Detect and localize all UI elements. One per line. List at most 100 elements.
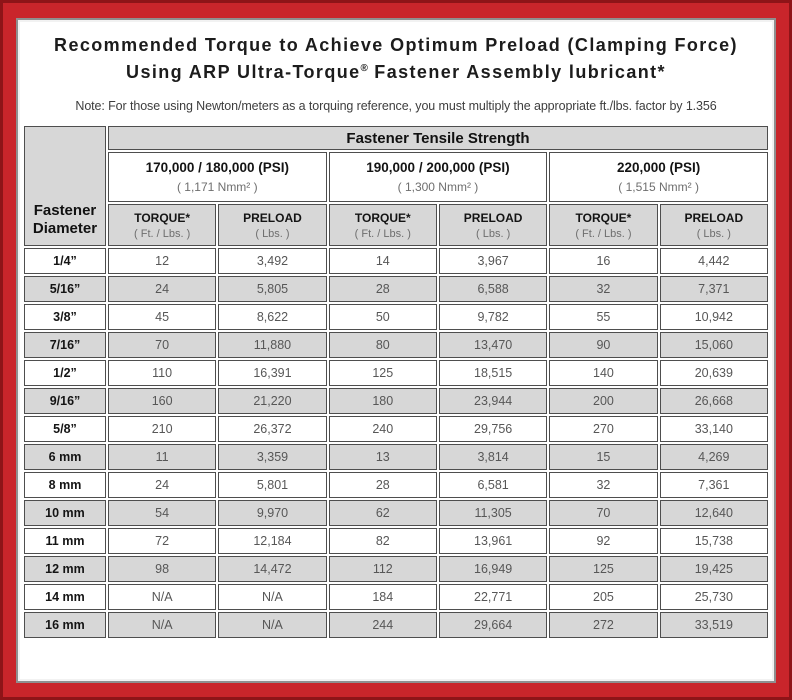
table-row: 11 mm 72 12,184 82 13,961 92 15,738 (24, 528, 768, 554)
torque-value-cell: 45 (107, 304, 217, 330)
title-block: Recommended Torque to Achieve Optimum Pr… (22, 32, 770, 113)
preload-value-cell: 5,805 (218, 276, 327, 302)
preload-label: PRELOAD (463, 210, 523, 225)
preload-value-cell: 9,782 (438, 304, 548, 330)
preload-value-cell: N/A (218, 584, 327, 610)
torque-preload-table: Fastener Diameter Fastener Tensile Stren… (22, 124, 770, 640)
preload-unit-label: ( Lbs. ) (696, 227, 731, 240)
torque-value-cell: 272 (549, 612, 658, 638)
row-header-diameter: 16 mm (24, 612, 106, 638)
table-row: 5/8” 210 26,372 240 29,756 270 33,140 (24, 416, 768, 442)
table-row: 12 mm 98 14,472 112 16,949 125 19,425 (24, 556, 768, 582)
preload-value-cell: 11,305 (438, 500, 548, 526)
corner-header-fastener-diameter: Fastener Diameter (24, 126, 106, 246)
red-frame: Recommended Torque to Achieve Optimum Pr… (3, 3, 789, 697)
preload-label: PRELOAD (684, 210, 744, 225)
table-row: 8 mm 24 5,801 28 6,581 32 7,361 (24, 472, 768, 498)
torque-value-cell: 240 (328, 416, 437, 442)
preload-value-cell: 12,184 (218, 528, 327, 554)
preload-value-cell: 19,425 (659, 556, 768, 582)
preload-value-cell: 4,269 (659, 444, 768, 470)
page-title-line1: Recommended Torque to Achieve Optimum Pr… (54, 35, 738, 55)
preload-value-cell: 12,640 (659, 500, 768, 526)
preload-value-cell: 16,949 (438, 556, 548, 582)
torque-value-cell: 14 (328, 248, 437, 274)
torque-value-cell: 24 (107, 472, 217, 498)
torque-value-cell: 16 (549, 248, 658, 274)
torque-value-cell: 112 (328, 556, 437, 582)
preload-value-cell: 18,515 (438, 360, 548, 386)
table-row: 10 mm 54 9,970 62 11,305 70 12,640 (24, 500, 768, 526)
preload-value-cell: 3,359 (218, 444, 327, 470)
torque-value-cell: 70 (549, 500, 658, 526)
document-content: Recommended Torque to Achieve Optimum Pr… (16, 18, 776, 683)
table-row: 1/2” 110 16,391 125 18,515 140 20,639 (24, 360, 768, 386)
preload-value-cell: 23,944 (438, 388, 548, 414)
row-header-diameter: 12 mm (24, 556, 106, 582)
row-header-diameter: 5/16” (24, 276, 106, 302)
psi-group-220: 220,000 (PSI) ( 1,515 Nmm² ) (549, 152, 768, 202)
preload-value-cell: 25,730 (659, 584, 768, 610)
preload-value-cell: 13,961 (438, 528, 548, 554)
row-header-diameter: 3/8” (24, 304, 106, 330)
preload-value-cell: 33,519 (659, 612, 768, 638)
table-row: 5/16” 24 5,805 28 6,588 32 7,371 (24, 276, 768, 302)
torque-value-cell: 32 (549, 276, 658, 302)
torque-unit-label: ( Ft. / Lbs. ) (575, 227, 632, 240)
preload-value-cell: 9,970 (218, 500, 327, 526)
tensile-strength-header-row: Fastener Diameter Fastener Tensile Stren… (24, 126, 768, 246)
preload-value-cell: 29,664 (438, 612, 548, 638)
nmm-label: ( 1,515 Nmm² ) (618, 180, 699, 194)
preload-value-cell: 5,801 (218, 472, 327, 498)
torque-label: TORQUE* (134, 210, 191, 225)
torque-value-cell: 210 (107, 416, 217, 442)
psi-label: 190,000 / 200,000 (PSI) (366, 160, 510, 175)
row-header-diameter: 7/16” (24, 332, 106, 358)
torque-value-cell: 32 (549, 472, 658, 498)
preload-value-cell: 6,588 (438, 276, 548, 302)
torque-value-cell: N/A (107, 612, 217, 638)
torque-value-cell: 80 (328, 332, 437, 358)
torque-value-cell: 125 (328, 360, 437, 386)
preload-value-cell: N/A (218, 612, 327, 638)
preload-column-header: PRELOAD ( Lbs. ) (438, 204, 548, 246)
row-header-diameter: 8 mm (24, 472, 106, 498)
preload-value-cell: 16,391 (218, 360, 327, 386)
torque-value-cell: 270 (549, 416, 658, 442)
preload-value-cell: 3,967 (438, 248, 548, 274)
torque-value-cell: 244 (328, 612, 437, 638)
torque-value-cell: 72 (107, 528, 217, 554)
preload-value-cell: 4,442 (659, 248, 768, 274)
row-header-diameter: 14 mm (24, 584, 106, 610)
torque-value-cell: 82 (328, 528, 437, 554)
preload-value-cell: 15,060 (659, 332, 768, 358)
nmm-label: ( 1,300 Nmm² ) (397, 180, 479, 194)
page-title-line2: Using ARP Ultra-Torque® Fastener Assembl… (22, 59, 770, 86)
preload-value-cell: 8,622 (218, 304, 327, 330)
torque-value-cell: 62 (328, 500, 437, 526)
torque-value-cell: 13 (328, 444, 437, 470)
torque-unit-label: ( Ft. / Lbs. ) (134, 227, 191, 240)
torque-column-header: TORQUE* ( Ft. / Lbs. ) (107, 204, 217, 246)
torque-label: TORQUE* (354, 210, 411, 225)
torque-value-cell: 200 (549, 388, 658, 414)
title-line2-post: Fastener Assembly lubricant* (367, 62, 666, 82)
psi-header-row: 170,000 / 180,000 (PSI) ( 1,171 Nmm² ) 1… (24, 152, 768, 202)
newton-meters-note: Note: For those using Newton/meters as a… (75, 99, 717, 113)
psi-label: 220,000 (PSI) (616, 160, 701, 175)
torque-value-cell: 90 (549, 332, 658, 358)
torque-value-cell: 92 (549, 528, 658, 554)
row-header-diameter: 11 mm (24, 528, 106, 554)
registered-trademark-symbol: ® (360, 63, 368, 74)
table-row: 3/8” 45 8,622 50 9,782 55 10,942 (24, 304, 768, 330)
preload-unit-label: ( Lbs. ) (255, 227, 290, 240)
torque-value-cell: 54 (107, 500, 217, 526)
preload-label: PRELOAD (243, 210, 302, 225)
torque-value-cell: 50 (328, 304, 437, 330)
torque-value-cell: 12 (107, 248, 217, 274)
table-row: 1/4” 12 3,492 14 3,967 16 4,442 (24, 248, 768, 274)
torque-value-cell: 28 (328, 472, 437, 498)
title-line2-pre: Using ARP Ultra-Torque (126, 62, 361, 82)
row-header-diameter: 9/16” (24, 388, 106, 414)
